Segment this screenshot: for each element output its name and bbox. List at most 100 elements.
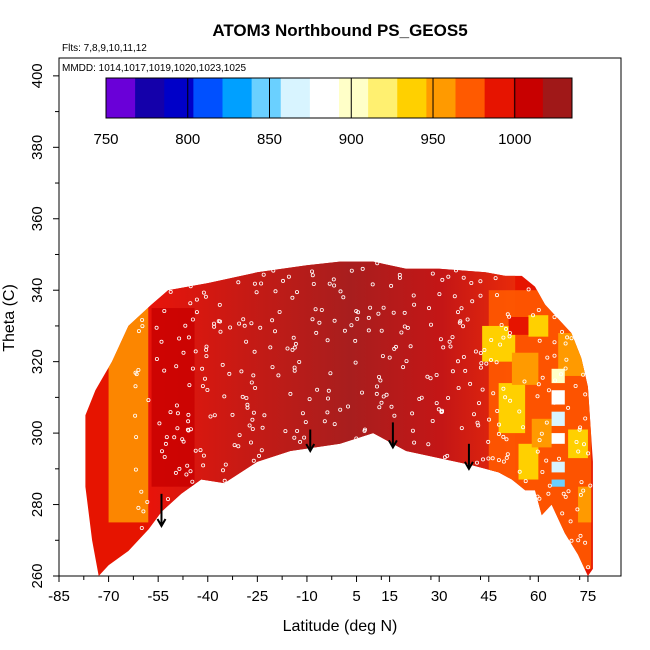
- y-axis: 260 280 300 320 340 360 380 400: [29, 63, 59, 589]
- observation-point: [494, 293, 499, 298]
- observation-point: [540, 375, 545, 380]
- observation-point: [501, 335, 506, 340]
- observation-point: [442, 455, 447, 460]
- observation-point: [404, 359, 409, 364]
- observation-point: [430, 271, 435, 276]
- observation-point: [190, 479, 195, 484]
- observation-point: [222, 394, 227, 399]
- observation-point: [455, 310, 460, 315]
- observation-point: [563, 341, 568, 346]
- observation-point: [473, 349, 478, 354]
- observation-point: [484, 361, 489, 366]
- observation-point: [419, 395, 424, 400]
- observation-point: [507, 334, 512, 339]
- colorbar-tick-label: 800: [175, 131, 200, 148]
- observation-point: [578, 533, 583, 538]
- observation-point: [457, 320, 462, 325]
- observation-point: [251, 410, 256, 415]
- x-tick-label: -55: [147, 588, 169, 605]
- chart-subtitle-dates: MMDD: 1014,1017,1019,1020,1023,1025: [62, 63, 246, 74]
- field-patch: [498, 383, 526, 434]
- x-tick-label: -70: [98, 588, 120, 605]
- observation-point: [561, 491, 566, 496]
- field-patch: [528, 315, 549, 337]
- observation-point: [240, 394, 245, 399]
- observation-point: [297, 359, 302, 364]
- observation-point: [377, 405, 382, 410]
- observation-point: [198, 448, 203, 453]
- observation-point: [480, 387, 485, 392]
- observation-point: [270, 318, 275, 323]
- observation-point: [203, 294, 208, 299]
- observation-point: [325, 338, 330, 343]
- observation-point: [441, 345, 446, 350]
- observation-point: [220, 362, 225, 367]
- observation-point: [268, 345, 273, 350]
- observation-point: [248, 440, 253, 445]
- y-tick-label: 300: [29, 421, 46, 446]
- observation-point: [185, 463, 190, 468]
- colorbar-cell: [164, 78, 194, 118]
- observation-point: [353, 360, 358, 365]
- observation-point: [162, 454, 167, 459]
- x-tick-label: 75: [580, 588, 597, 605]
- observation-point: [389, 283, 394, 288]
- observation-point: [450, 335, 455, 340]
- observation-point: [410, 428, 415, 433]
- observation-point: [503, 326, 508, 331]
- colorbar-cell: [339, 78, 369, 118]
- x-tick-label: -85: [48, 588, 70, 605]
- y-axis-label: Theta (C): [1, 284, 18, 352]
- x-tick-label: -40: [197, 588, 219, 605]
- observation-point: [294, 290, 299, 295]
- observation-point: [446, 274, 451, 279]
- observation-point: [391, 310, 396, 315]
- x-axis-label: Latitude (deg N): [283, 618, 398, 635]
- observation-point: [434, 372, 439, 377]
- observation-point: [489, 337, 494, 342]
- observation-point: [438, 337, 443, 342]
- observation-point: [399, 330, 404, 335]
- profile-arrow-head: [388, 439, 398, 450]
- observation-point: [486, 417, 491, 422]
- observation-point: [236, 444, 241, 449]
- observation-point: [576, 449, 581, 454]
- observation-point: [376, 311, 381, 316]
- observation-point: [283, 429, 288, 434]
- observation-point: [341, 295, 346, 300]
- colorbar-cell: [135, 78, 165, 118]
- observation-point: [133, 413, 138, 418]
- observation-point: [273, 289, 278, 294]
- observation-point: [295, 428, 300, 433]
- observation-point: [181, 350, 186, 355]
- observation-point: [242, 323, 247, 328]
- observation-point: [345, 404, 350, 409]
- observation-point: [582, 442, 587, 447]
- observation-point: [521, 425, 526, 430]
- observation-point: [501, 386, 506, 391]
- observation-point: [476, 401, 481, 406]
- observation-point: [200, 366, 205, 371]
- observation-point: [474, 460, 479, 465]
- colorbar-cell: [280, 78, 311, 118]
- observation-point: [374, 384, 379, 389]
- observation-point: [317, 320, 322, 325]
- observation-point: [194, 310, 199, 315]
- colorbar-tick-label: 750: [93, 131, 118, 148]
- observation-point: [392, 413, 397, 418]
- y-tick-label: 280: [29, 492, 46, 517]
- observation-point: [501, 459, 506, 464]
- observation-point: [211, 321, 216, 326]
- observation-point: [569, 538, 574, 543]
- observation-point: [249, 321, 254, 326]
- observation-point: [154, 325, 159, 330]
- profile-arrow-head: [156, 518, 167, 529]
- observation-point: [241, 317, 246, 322]
- observation-point: [205, 387, 210, 392]
- observation-point: [536, 307, 541, 312]
- observation-point: [360, 266, 365, 271]
- observation-point: [261, 272, 266, 277]
- observation-point: [531, 313, 536, 318]
- field-patch: [511, 352, 539, 385]
- observation-point: [537, 496, 542, 501]
